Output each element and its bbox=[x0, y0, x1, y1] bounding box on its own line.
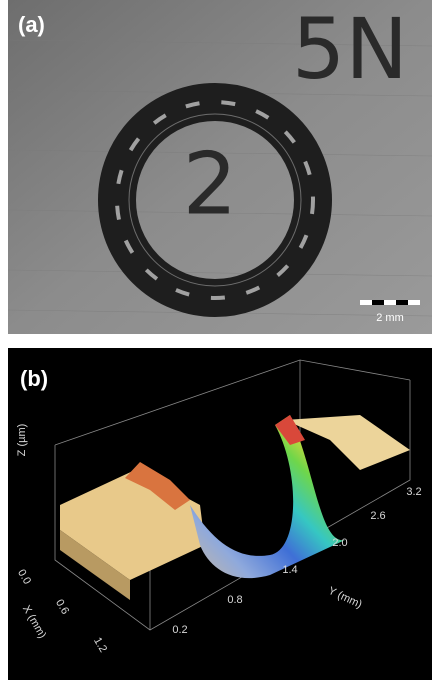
scale-bar-segment bbox=[396, 300, 408, 305]
y-tick-label: 2.6 bbox=[370, 510, 385, 522]
handwritten-mark: 5N bbox=[292, 0, 408, 98]
y-tick-label: 2.0 bbox=[332, 537, 347, 549]
panel-a: 2 5N (a) 2 mm bbox=[8, 0, 432, 334]
panel-label: (b) bbox=[20, 366, 48, 391]
panel-label: (a) bbox=[18, 12, 45, 37]
panel-b: (b) Z (µm) X (mm) Y (mm) 0.0 0.6 1.2 0.2… bbox=[8, 348, 432, 680]
figure: 2 5N (a) 2 mm (b) Z (µm) X (mm) Y (mm) 0… bbox=[0, 0, 440, 687]
z-axis-label: Z (µm) bbox=[16, 424, 28, 457]
y-tick-label: 0.2 bbox=[172, 624, 187, 636]
y-tick-label: 1.4 bbox=[282, 564, 297, 576]
scale-bar-base bbox=[360, 300, 420, 305]
scale-bar-segment bbox=[372, 300, 384, 305]
y-tick-label: 3.2 bbox=[406, 486, 421, 498]
scale-bar bbox=[360, 300, 420, 305]
handwritten-mark: 2 bbox=[183, 134, 238, 234]
y-tick-label: 0.8 bbox=[227, 594, 242, 606]
scale-bar-label: 2 mm bbox=[376, 312, 404, 324]
